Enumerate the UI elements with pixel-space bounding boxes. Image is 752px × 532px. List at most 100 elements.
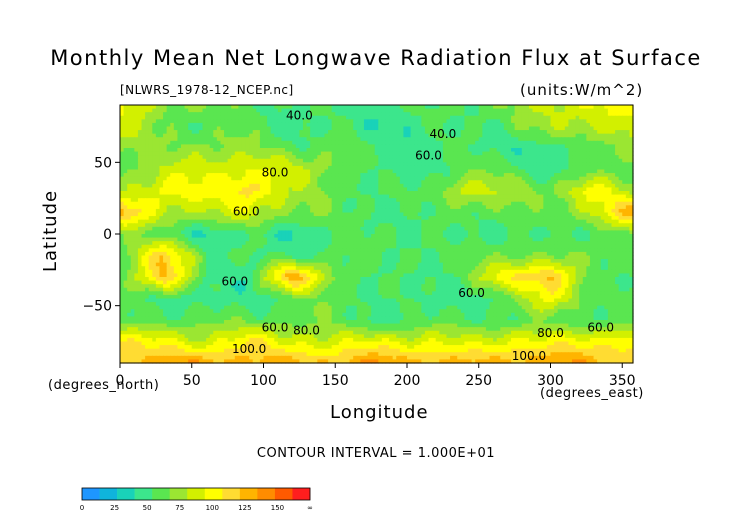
heatmap-cell [392, 158, 397, 163]
heatmap-cell [177, 226, 182, 232]
heatmap-cell [482, 140, 487, 146]
heatmap-cell [511, 140, 516, 146]
heatmap-cell [604, 187, 609, 192]
heatmap-cell [137, 198, 143, 203]
heatmap-cell [299, 173, 304, 178]
heatmap-cell [385, 148, 390, 153]
heatmap-cell [600, 133, 605, 138]
heatmap-cell [525, 191, 530, 196]
heatmap-cell [231, 187, 236, 192]
heatmap-cell [288, 226, 293, 232]
heatmap-cell [349, 155, 354, 160]
heatmap-cell [191, 130, 196, 135]
heatmap-cell [536, 140, 541, 146]
heatmap-cell [539, 191, 544, 196]
heatmap-cell [521, 155, 526, 160]
heatmap-cell [360, 126, 365, 131]
heatmap-cell [145, 173, 150, 178]
heatmap-cell [478, 205, 483, 210]
heatmap-cell [511, 108, 516, 113]
heatmap-cell [518, 201, 523, 206]
heatmap-cell [313, 105, 318, 110]
heatmap-cell [622, 191, 627, 196]
heatmap-cell [374, 126, 379, 131]
heatmap-cell [202, 115, 207, 120]
heatmap-cell [270, 105, 275, 110]
heatmap-cell [600, 137, 605, 142]
heatmap-cell [252, 144, 257, 149]
heatmap-cell [224, 140, 229, 146]
heatmap-cell [274, 183, 279, 189]
heatmap-cell [589, 112, 595, 117]
heatmap-cell [597, 137, 602, 142]
heatmap-cell [421, 173, 426, 178]
heatmap-cell [424, 112, 430, 117]
heatmap-cell [442, 194, 448, 199]
heatmap-cell [475, 140, 480, 146]
heatmap-cell [360, 219, 365, 224]
heatmap-cell [285, 201, 290, 206]
heatmap-cell [234, 180, 239, 185]
heatmap-cell [188, 176, 193, 181]
heatmap-cell [374, 155, 379, 160]
heatmap-cell [349, 223, 354, 228]
heatmap-cell [471, 198, 476, 203]
heatmap-cell [582, 130, 587, 135]
heatmap-cell [299, 180, 304, 185]
heatmap-cell [245, 212, 250, 217]
heatmap-cell [528, 115, 534, 120]
heatmap-cell [521, 173, 526, 178]
heatmap-cell [410, 212, 415, 217]
heatmap-cell [371, 180, 376, 185]
heatmap-cell [597, 191, 602, 196]
heatmap-cell [367, 201, 372, 206]
heatmap-cell [320, 126, 326, 131]
heatmap-cell [467, 137, 473, 142]
heatmap-cell [285, 180, 290, 185]
x-units-label: (degrees_east) [540, 386, 644, 401]
heatmap-cell [532, 208, 537, 214]
heatmap-cell [141, 191, 146, 196]
heatmap-cell [568, 180, 573, 185]
heatmap-cell [263, 126, 268, 131]
heatmap-cell [349, 201, 354, 206]
heatmap-cell [618, 148, 623, 153]
heatmap-cell [615, 162, 620, 167]
heatmap-cell [618, 105, 623, 110]
heatmap-cell [346, 219, 351, 224]
heatmap-cell [288, 133, 293, 138]
heatmap-cell [550, 194, 555, 199]
heatmap-cell [163, 126, 168, 131]
heatmap-cell [442, 219, 448, 224]
heatmap-cell [141, 148, 146, 153]
heatmap-cell [457, 205, 462, 210]
heatmap-cell [270, 191, 275, 196]
heatmap-cell [231, 115, 236, 120]
heatmap-cell [180, 208, 186, 214]
heatmap-cell [267, 148, 272, 153]
heatmap-cell [191, 212, 196, 217]
heatmap-cell [259, 140, 265, 146]
heatmap-cell [353, 140, 358, 146]
heatmap-cell [349, 105, 354, 110]
heatmap-cell [277, 226, 283, 232]
heatmap-cell [403, 122, 408, 128]
heatmap-cell [152, 183, 157, 189]
heatmap-cell [589, 151, 595, 156]
heatmap-cell [292, 208, 297, 214]
heatmap-cell [288, 198, 293, 203]
heatmap-cell [148, 144, 153, 149]
heatmap-cell [493, 112, 498, 117]
heatmap-cell [435, 108, 440, 113]
heatmap-cell [575, 162, 580, 167]
heatmap-cell [338, 105, 344, 110]
heatmap-cell [435, 198, 440, 203]
heatmap-cell [292, 191, 297, 196]
heatmap-cell [173, 140, 178, 146]
heatmap-cell [202, 183, 207, 189]
heatmap-cell [198, 187, 204, 192]
heatmap-cell [604, 194, 609, 199]
heatmap-cell [460, 158, 465, 163]
heatmap-cell [371, 169, 376, 174]
heatmap-cell [338, 165, 344, 171]
